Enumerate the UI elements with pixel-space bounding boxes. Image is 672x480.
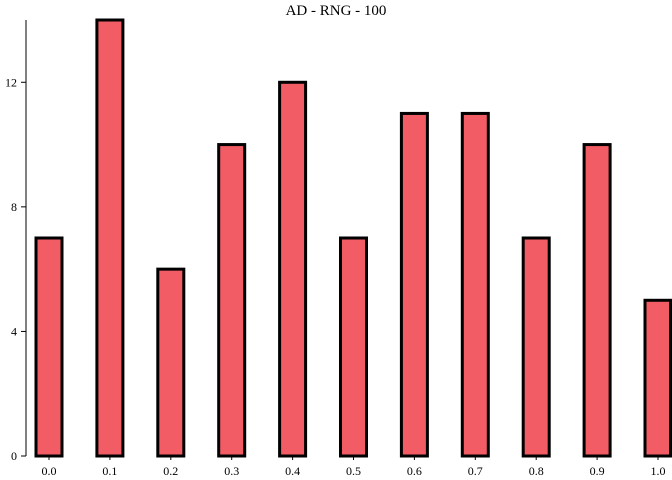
bars xyxy=(34,18,672,458)
x-tick-label: 0.7 xyxy=(468,464,483,478)
bar-1.0 xyxy=(643,298,672,458)
x-axis: 0.0 0.1 0.2 0.3 0.4 0.5 0.6 0.7 0.8 0.9 1.0 xyxy=(42,456,666,478)
bar-0.7 xyxy=(460,111,490,458)
y-tick-label: 0 xyxy=(11,449,17,463)
bar-0.3 xyxy=(217,143,247,458)
y-tick-label: 4 xyxy=(11,324,17,338)
bar-0.4 xyxy=(278,80,308,458)
bar-0.9 xyxy=(582,143,612,458)
bar-0.1 xyxy=(95,18,125,458)
y-tick-label: 12 xyxy=(5,75,17,89)
x-tick-label: 0.0 xyxy=(42,464,57,478)
bar-0.6 xyxy=(399,111,429,458)
bar-0.0 xyxy=(34,236,64,458)
x-tick-label: 0.5 xyxy=(346,464,361,478)
x-tick-label: 0.1 xyxy=(102,464,117,478)
bar-0.2 xyxy=(156,267,186,458)
chart-title: AD - RNG - 100 xyxy=(286,3,387,19)
bar-0.5 xyxy=(339,236,368,458)
x-tick-label: 0.6 xyxy=(407,464,422,478)
x-tick-label: 0.9 xyxy=(590,464,605,478)
bar-0.8 xyxy=(521,236,551,458)
x-tick-label: 0.4 xyxy=(285,464,300,478)
x-tick-label: 0.3 xyxy=(224,464,239,478)
y-tick-label: 8 xyxy=(11,200,17,214)
x-tick-label: 0.2 xyxy=(163,464,178,478)
x-tick-label: 0.8 xyxy=(529,464,544,478)
x-tick-label: 1.0 xyxy=(651,464,666,478)
y-axis: 0 4 8 12 xyxy=(5,20,27,463)
